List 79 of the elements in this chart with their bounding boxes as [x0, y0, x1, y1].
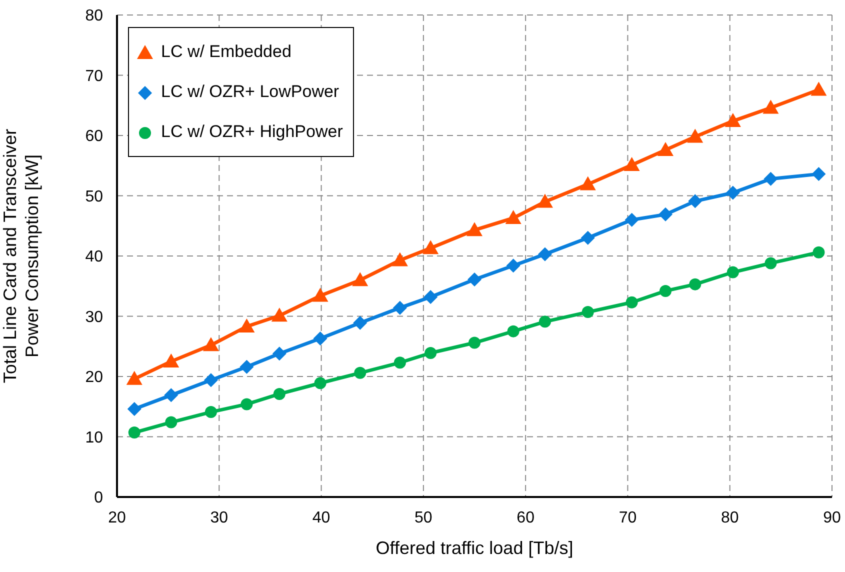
point: [353, 316, 368, 330]
point: [422, 240, 439, 254]
point: [272, 346, 286, 361]
point: [392, 300, 407, 315]
point: [582, 306, 594, 318]
point: [271, 308, 288, 322]
point: [538, 247, 552, 262]
x-axis-title: Offered traffic load [Tb/s]: [376, 538, 574, 558]
point: [240, 360, 254, 374]
x-tick-label: 70: [618, 509, 637, 526]
point: [507, 325, 520, 338]
point: [468, 336, 480, 349]
point: [165, 416, 178, 428]
point: [624, 157, 640, 172]
point: [580, 230, 595, 245]
point: [468, 272, 482, 286]
y-tick-label: 40: [85, 248, 104, 266]
point: [505, 210, 522, 224]
point: [658, 207, 673, 222]
point: [238, 318, 255, 332]
point: [127, 402, 142, 416]
point: [202, 337, 219, 352]
y-tick-label: 70: [85, 68, 104, 85]
y-tick-label: 10: [85, 429, 104, 446]
point: [424, 290, 438, 304]
point: [810, 82, 827, 96]
x-tick-label: 50: [414, 509, 432, 526]
point: [506, 258, 520, 273]
legend-label: LC w/ OZR+ HighPower: [161, 122, 343, 142]
point: [726, 186, 740, 200]
point: [687, 128, 704, 143]
y-tick-label: 50: [85, 188, 104, 206]
y-axis-title: Total Line Card and Transceiver Power Consumption [kW]: [0, 128, 42, 384]
x-tick-label: 30: [210, 509, 228, 526]
y-tick-label: 30: [85, 308, 104, 326]
point: [538, 316, 551, 328]
y-tick-label: 80: [85, 8, 104, 25]
point: [762, 100, 779, 114]
point: [394, 356, 406, 369]
point: [626, 296, 638, 308]
point: [688, 194, 702, 208]
legend-label: LC w/ OZR+ LowPower: [161, 82, 340, 102]
point: [580, 176, 596, 190]
point: [658, 142, 674, 156]
x-tick-label: 80: [720, 509, 739, 526]
point: [424, 347, 437, 360]
legend-label: LC w/ Embedded: [161, 42, 292, 62]
point: [726, 266, 739, 278]
point: [312, 288, 328, 302]
point: [724, 113, 741, 128]
x-tick-label: 40: [312, 509, 330, 526]
point: [466, 222, 482, 236]
y-tick-label: 60: [85, 128, 104, 146]
x-tick-label: 20: [108, 509, 126, 526]
point: [204, 373, 218, 388]
point: [764, 172, 778, 186]
point: [164, 388, 178, 402]
point: [624, 212, 639, 227]
point: [812, 246, 825, 258]
point: [313, 332, 328, 346]
point: [240, 398, 253, 410]
y-tick-label: 0: [94, 490, 104, 507]
point: [352, 272, 368, 286]
point: [354, 366, 366, 379]
point: [128, 426, 140, 439]
point: [812, 167, 826, 182]
point: [126, 370, 142, 385]
point: [273, 388, 286, 400]
point: [536, 194, 553, 208]
x-tick-label: 60: [516, 509, 535, 526]
point: [689, 278, 702, 290]
point: [392, 252, 408, 266]
x-tick-label: 90: [823, 509, 841, 526]
point: [163, 353, 180, 368]
point: [314, 377, 326, 390]
y-tick-label: 20: [85, 369, 104, 386]
point: [204, 406, 217, 418]
point: [764, 257, 777, 270]
point: [660, 284, 672, 297]
